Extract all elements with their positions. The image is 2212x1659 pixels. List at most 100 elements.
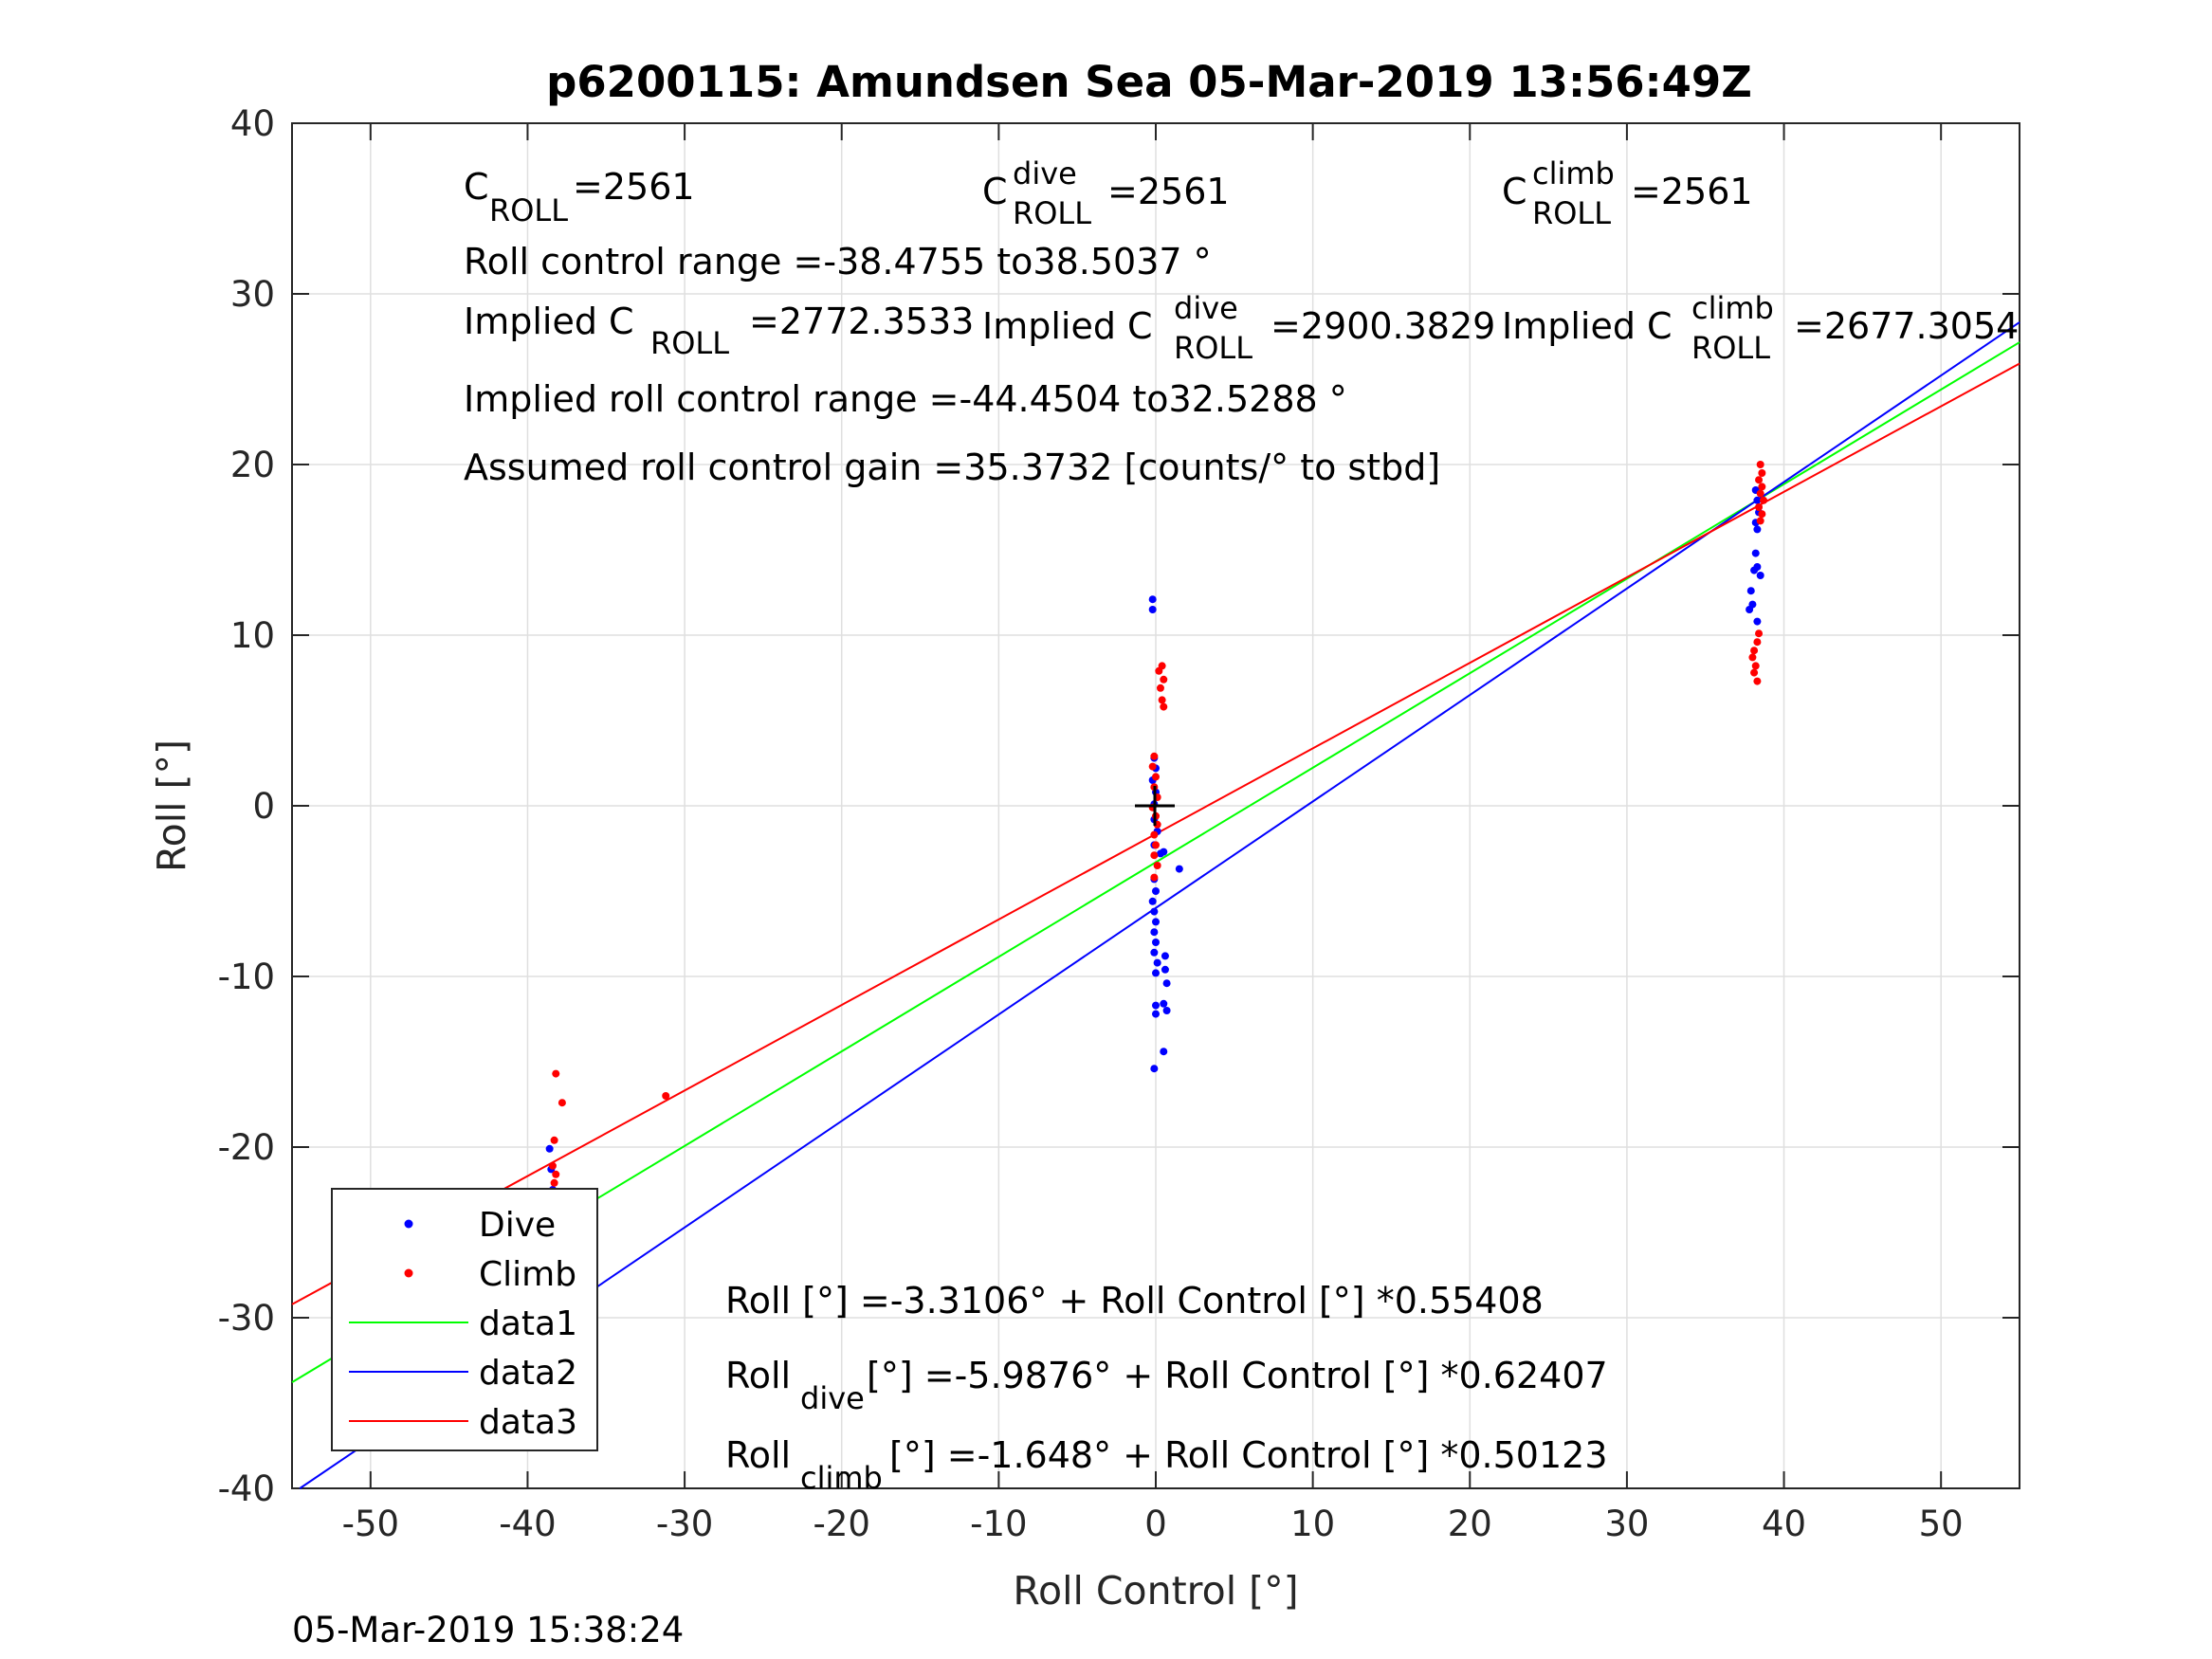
- legend-label: data2: [479, 1354, 577, 1393]
- svg-text:=2900.3829: =2900.3829: [1271, 305, 1495, 347]
- point-dive: [1753, 496, 1762, 504]
- point-dive: [1148, 606, 1157, 613]
- point-dive: [1153, 958, 1161, 967]
- point-climb: [1758, 510, 1766, 519]
- x-tick-label: 0: [1144, 1504, 1167, 1544]
- point-climb: [1156, 684, 1164, 692]
- legend-label: data1: [479, 1304, 577, 1343]
- svg-text:Implied C: Implied C: [464, 301, 634, 342]
- point-dive: [1753, 617, 1762, 626]
- point-climb: [548, 1161, 557, 1170]
- point-climb: [1755, 476, 1764, 484]
- point-climb: [1160, 675, 1168, 684]
- point-climb: [1760, 496, 1768, 504]
- svg-text:C: C: [982, 171, 1008, 212]
- svg-text:=2561: =2561: [573, 166, 695, 208]
- point-dive: [1746, 587, 1755, 595]
- point-dive: [1152, 1001, 1160, 1010]
- point-climb: [1152, 773, 1160, 781]
- svg-text:Implied C: Implied C: [1502, 305, 1673, 347]
- equation-dive: Roll dive [°] =-5.9876° + Roll Control […: [725, 1355, 1608, 1416]
- point-climb: [1758, 469, 1766, 477]
- point-dive: [1148, 897, 1157, 905]
- point-climb: [558, 1099, 566, 1107]
- origin-marker: [1135, 786, 1175, 826]
- y-tick-label: 10: [230, 615, 275, 656]
- point-climb: [1158, 696, 1166, 704]
- point-climb: [1750, 668, 1759, 677]
- x-tick-label: -20: [814, 1504, 870, 1544]
- point-dive: [1152, 887, 1160, 895]
- svg-text:ROLL: ROLL: [489, 192, 568, 228]
- annotation-c-roll-climb: C climb ROLL =2561: [1502, 155, 1753, 231]
- point-dive: [545, 1144, 554, 1153]
- svg-text:ROLL: ROLL: [1013, 195, 1091, 231]
- svg-text:Roll: Roll: [725, 1355, 791, 1396]
- point-dive: [1150, 1065, 1159, 1073]
- svg-text:=2677.3054: =2677.3054: [1794, 305, 2019, 347]
- point-climb: [1150, 752, 1159, 760]
- point-dive: [1756, 572, 1764, 579]
- point-dive: [1148, 595, 1157, 604]
- svg-text:dive: dive: [800, 1380, 865, 1416]
- x-tick-label: 40: [1762, 1504, 1806, 1544]
- point-dive: [1150, 928, 1159, 937]
- point-climb: [550, 1136, 558, 1144]
- point-climb: [1756, 461, 1764, 468]
- svg-text:ROLL: ROLL: [1691, 330, 1770, 366]
- legend-label: Dive: [479, 1206, 556, 1245]
- x-tick-label: 10: [1290, 1504, 1335, 1544]
- point-dive: [1150, 948, 1159, 957]
- point-climb: [552, 1170, 560, 1178]
- point-climb: [1753, 638, 1762, 647]
- chart-title: p6200115: Amundsen Sea 05-Mar-2019 13:56…: [546, 57, 1752, 107]
- equation-all: Roll [°] =-3.3106° + Roll Control [°] *0…: [725, 1280, 1544, 1322]
- point-climb: [1755, 629, 1764, 638]
- svg-text:climb: climb: [1691, 290, 1774, 326]
- x-axis-label: Roll Control [°]: [1013, 1568, 1298, 1613]
- annotation-implied-c-roll: Implied C ROLL =2772.3533: [464, 301, 974, 361]
- point-climb: [1150, 830, 1159, 839]
- svg-text:ROLL: ROLL: [1174, 330, 1252, 366]
- svg-text:C: C: [1502, 171, 1527, 212]
- x-tick-label: -30: [656, 1504, 713, 1544]
- annotation-implied-c-roll-dive: Implied C dive ROLL =2900.3829: [982, 290, 1495, 366]
- svg-text:ROLL: ROLL: [1532, 195, 1611, 231]
- annotation-roll-control-range: Roll control range =-38.4755 to38.5037 °: [464, 241, 1212, 283]
- point-dive: [1746, 606, 1754, 613]
- legend-box: [331, 1188, 598, 1451]
- point-dive: [1162, 979, 1171, 988]
- point-climb: [1150, 851, 1159, 860]
- point-climb: [1160, 702, 1168, 711]
- svg-text:climb: climb: [800, 1460, 883, 1496]
- svg-text:dive: dive: [1013, 155, 1077, 191]
- annotation-c-roll-dive: C dive ROLL =2561: [982, 155, 1230, 231]
- y-tick-label: 40: [230, 103, 275, 144]
- svg-text:Implied C: Implied C: [982, 305, 1153, 347]
- svg-text:[°] =-5.9876° + Roll Control [: [°] =-5.9876° + Roll Control [°] *0.6240…: [867, 1355, 1608, 1396]
- svg-text:climb: climb: [1532, 155, 1615, 191]
- point-dive: [1152, 969, 1160, 977]
- point-dive: [1161, 952, 1169, 960]
- legend: Dive Climb data1 data2 data3: [331, 1188, 598, 1451]
- point-dive: [1753, 525, 1762, 534]
- point-climb: [1148, 762, 1157, 771]
- point-dive: [1152, 1010, 1160, 1018]
- y-tick-label: -10: [218, 957, 275, 997]
- point-dive: [1152, 939, 1160, 946]
- x-tick-label: 20: [1448, 1504, 1492, 1544]
- legend-label: Climb: [479, 1255, 576, 1294]
- point-climb: [1756, 489, 1764, 498]
- x-tick-label: 30: [1604, 1504, 1649, 1544]
- point-climb: [1751, 662, 1760, 670]
- svg-text:=2561: =2561: [1631, 171, 1753, 212]
- svg-text:=2561: =2561: [1107, 171, 1230, 212]
- point-climb: [1153, 862, 1161, 869]
- point-climb: [1758, 483, 1766, 491]
- y-axis-label: Roll [°]: [149, 739, 194, 872]
- point-climb: [552, 1069, 560, 1078]
- svg-text:dive: dive: [1174, 290, 1238, 326]
- point-dive: [1152, 918, 1160, 926]
- point-climb: [662, 1092, 670, 1100]
